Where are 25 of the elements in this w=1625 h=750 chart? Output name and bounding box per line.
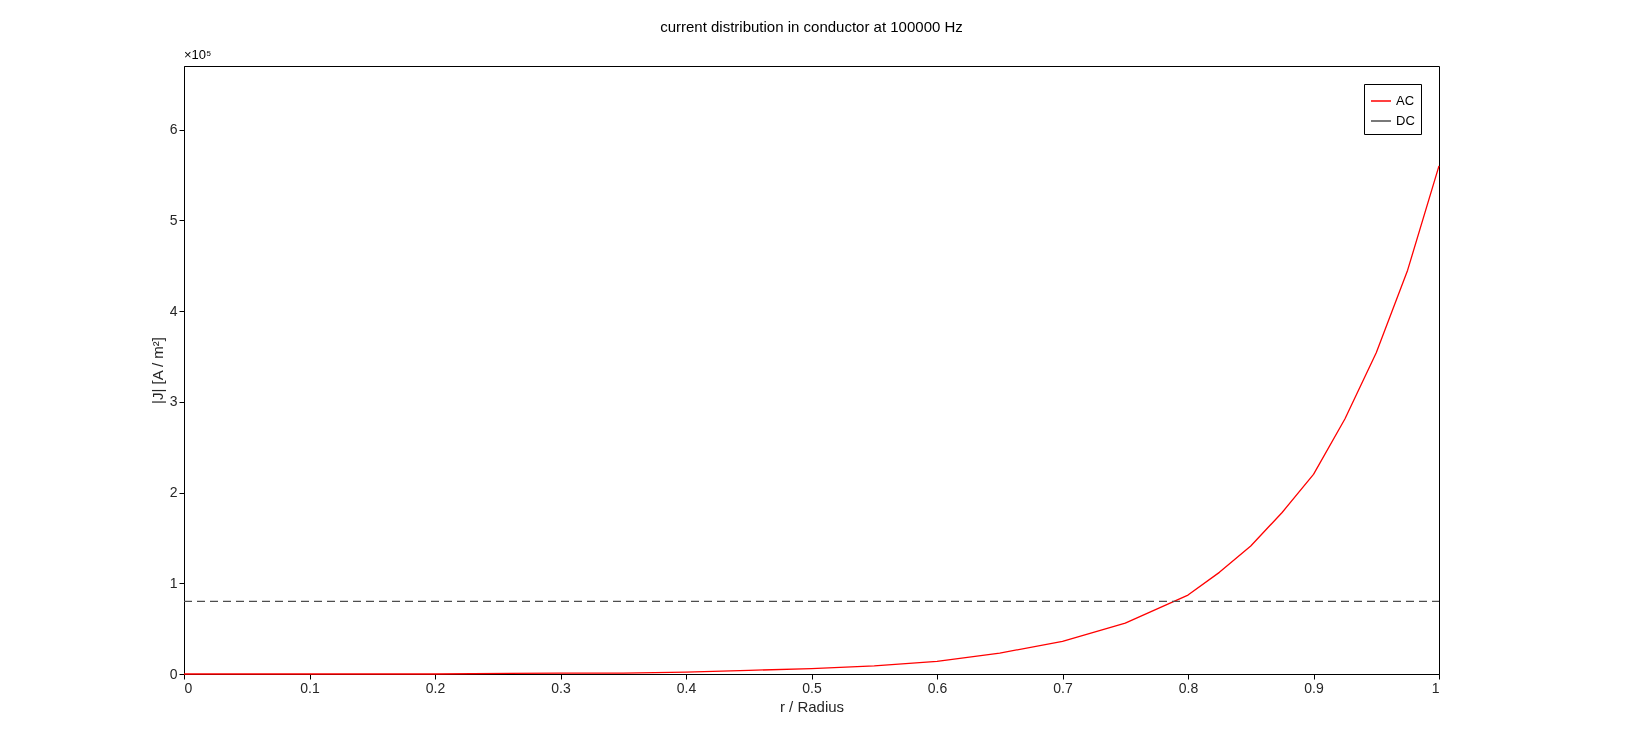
x-tick-label: 0.6 [927, 679, 948, 696]
y-tick-label: 5 [169, 211, 178, 228]
x-tick-label: 0.9 [1304, 679, 1324, 696]
x-tick-label: 0.7 [1053, 679, 1073, 696]
x-tick-label: 0.4 [676, 679, 697, 696]
y-tick-label: 0 [169, 665, 178, 682]
x-tick-label: 0 [184, 679, 193, 696]
y-axis-title: |J| [A / m²] [148, 337, 166, 404]
legend-label: AC [1396, 93, 1415, 108]
x-tick-label: 0.1 [300, 679, 320, 696]
chart-title: current distribution in conductor at 100000 Hz [660, 18, 963, 35]
x-axis-title: r / Radius [779, 697, 845, 715]
y-tick-label: 4 [169, 302, 178, 319]
legend-label: DC [1396, 113, 1415, 128]
line-series [183, 165, 1440, 675]
y-tick-label: 1 [169, 574, 178, 591]
x-tick-label: 0.3 [551, 679, 571, 696]
x-tick-label: 0.8 [1178, 679, 1199, 696]
x-tick-label: 1 [1431, 679, 1440, 696]
x-tick-label: 0.2 [425, 679, 446, 696]
x-tick-label: 0.5 [802, 679, 822, 696]
y-tick-label: 2 [169, 484, 178, 501]
text: ×10⁵ [184, 47, 212, 62]
y-tick-label: 3 [169, 393, 178, 410]
y-tick-label: 6 [169, 121, 178, 138]
